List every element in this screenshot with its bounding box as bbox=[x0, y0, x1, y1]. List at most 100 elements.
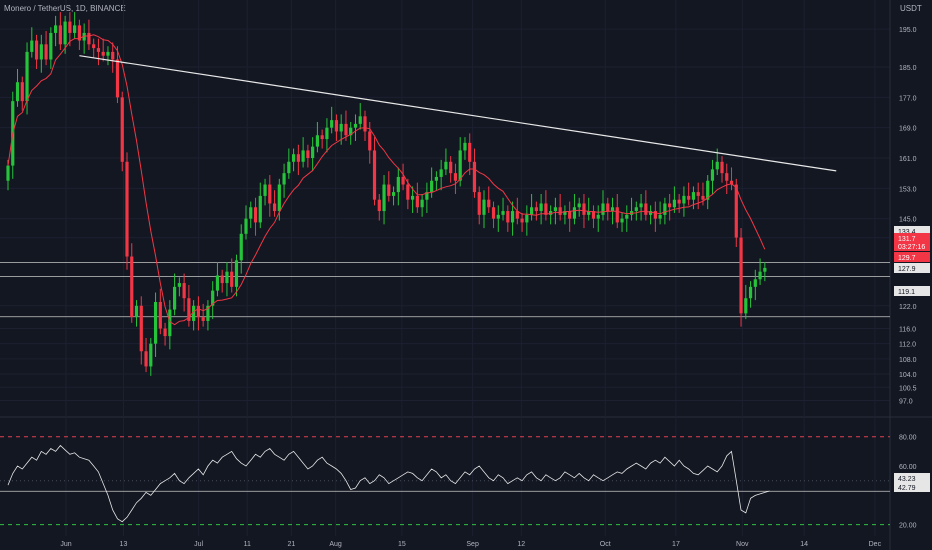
trendline bbox=[79, 55, 837, 172]
candle-body bbox=[334, 120, 339, 132]
candle-body bbox=[668, 203, 672, 208]
price-tick-label: 185.0 bbox=[899, 65, 917, 72]
candle-body bbox=[682, 195, 686, 204]
price-axis: 195.0185.0177.0169.0161.0153.0145.0140.0… bbox=[894, 27, 930, 530]
candle-body bbox=[182, 283, 186, 299]
candle-body bbox=[244, 218, 248, 234]
candle-body bbox=[587, 211, 591, 215]
candle-body bbox=[701, 195, 705, 200]
candle-body bbox=[153, 302, 158, 344]
candle-body bbox=[315, 135, 319, 147]
candle-body bbox=[391, 192, 396, 196]
candle-body bbox=[296, 154, 300, 162]
candle-body bbox=[306, 150, 310, 158]
rsi-label-box bbox=[894, 473, 930, 483]
candle-body bbox=[729, 180, 734, 185]
candle-body bbox=[687, 195, 691, 200]
candle-body bbox=[758, 271, 762, 280]
candle-body bbox=[96, 48, 101, 52]
candle-body bbox=[515, 211, 519, 219]
candle-body bbox=[434, 176, 438, 181]
candle-body bbox=[606, 203, 610, 212]
candle-body bbox=[634, 207, 638, 212]
candle-body bbox=[739, 237, 743, 314]
candle-body bbox=[520, 218, 524, 223]
time-tick-label: 11 bbox=[244, 541, 251, 548]
candle-body bbox=[15, 82, 20, 102]
candle-body bbox=[34, 40, 39, 60]
candle-body bbox=[339, 123, 343, 132]
candle-body bbox=[649, 211, 653, 215]
candle-body bbox=[539, 203, 543, 212]
candle-body bbox=[253, 207, 258, 223]
price-label: 131.7 bbox=[898, 236, 916, 243]
price-tick-label: 104.0 bbox=[899, 372, 917, 379]
candle-body bbox=[196, 305, 200, 318]
candle-body bbox=[6, 165, 10, 181]
candle-body bbox=[353, 123, 358, 128]
candle-body bbox=[54, 25, 58, 33]
candle-body bbox=[610, 207, 615, 212]
rsi-tick-label: 20.00 bbox=[899, 523, 917, 530]
candle-body bbox=[453, 173, 458, 181]
candle-body bbox=[292, 154, 296, 162]
candle-body bbox=[491, 207, 496, 219]
time-tick-label: Dec bbox=[869, 541, 882, 548]
candle-body bbox=[49, 32, 53, 60]
candle-body bbox=[239, 233, 243, 261]
candle-body bbox=[549, 211, 553, 215]
candle-body bbox=[487, 199, 491, 208]
candle-body bbox=[349, 127, 353, 136]
time-tick-label: 12 bbox=[517, 541, 525, 548]
candle-body bbox=[725, 173, 729, 181]
candle-body bbox=[230, 271, 234, 287]
candle-body bbox=[263, 184, 267, 196]
candle-body bbox=[596, 214, 600, 219]
price-label: 119.1 bbox=[898, 289, 915, 296]
rsi-label: 42.79 bbox=[898, 485, 916, 492]
candle-body bbox=[415, 195, 419, 208]
candle-body bbox=[677, 199, 681, 204]
candle-body bbox=[439, 169, 443, 177]
price-tick-label: 145.0 bbox=[899, 217, 917, 224]
candle-body bbox=[344, 123, 348, 136]
candle-body bbox=[234, 260, 239, 287]
time-tick-label: 13 bbox=[120, 541, 128, 548]
candle-body bbox=[382, 184, 386, 212]
candle-body bbox=[625, 214, 629, 219]
candle-body bbox=[387, 184, 391, 196]
candle-body bbox=[120, 97, 124, 162]
candle-body bbox=[168, 309, 172, 337]
candle-body bbox=[215, 275, 220, 291]
candle-body bbox=[225, 271, 229, 284]
candle-body bbox=[463, 142, 467, 151]
candle-body bbox=[158, 302, 162, 329]
candle-body bbox=[139, 305, 143, 352]
candle-body bbox=[287, 161, 291, 174]
candle-body bbox=[92, 44, 96, 49]
candle-body bbox=[510, 211, 515, 223]
candle-body bbox=[396, 176, 400, 193]
candle-body bbox=[406, 184, 410, 200]
time-axis: Jun 13 Jul 11 21 Aug 15 Sep 12 Oct 17 Nov 14 Dec bbox=[60, 541, 881, 548]
candle-body bbox=[558, 207, 562, 215]
candle-body bbox=[425, 192, 429, 200]
candle-body bbox=[753, 279, 757, 287]
candle-body bbox=[601, 203, 605, 215]
candle-body bbox=[591, 211, 596, 219]
time-tick-label: Jun bbox=[60, 541, 71, 548]
candle-body bbox=[115, 59, 120, 98]
candle-body bbox=[111, 51, 115, 60]
candle-body bbox=[363, 116, 367, 132]
candle-body bbox=[477, 192, 481, 215]
moving-average-line bbox=[7, 34, 766, 326]
candle-body bbox=[696, 192, 700, 196]
candle-body bbox=[525, 214, 529, 223]
candle-body bbox=[149, 343, 153, 367]
time-tick-label: Nov bbox=[736, 541, 749, 548]
time-tick-label: 14 bbox=[800, 541, 808, 548]
candle-body bbox=[653, 211, 657, 219]
candle-body bbox=[748, 286, 753, 299]
candle-body bbox=[663, 203, 667, 215]
